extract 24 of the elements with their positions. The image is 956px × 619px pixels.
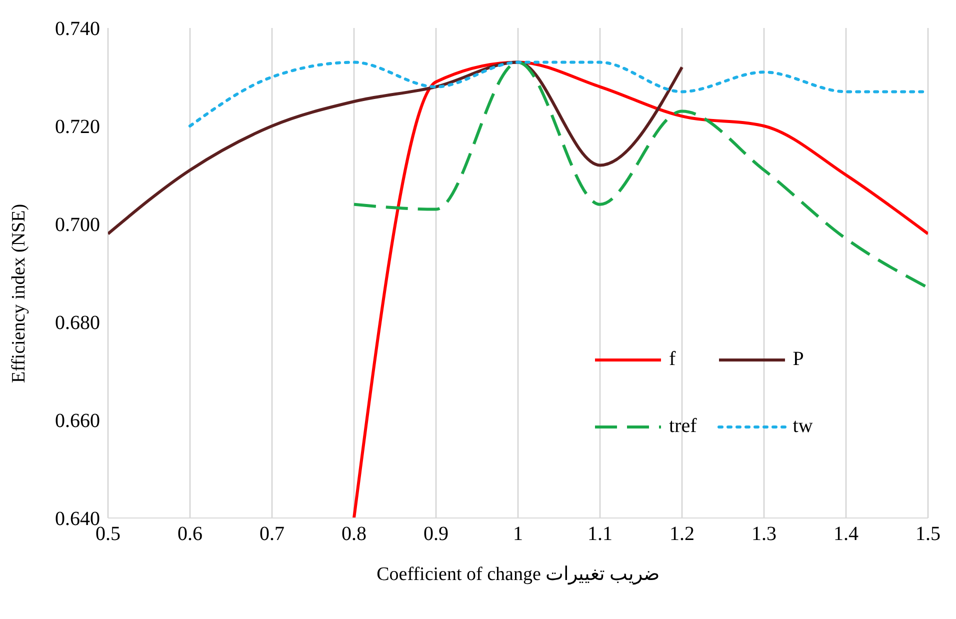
- y-axis-title: Efficiency index (NSE): [8, 204, 30, 383]
- legend-label: tw: [792, 415, 813, 438]
- legend-label: P: [792, 348, 804, 371]
- x-tick-label: 0.7: [260, 523, 284, 546]
- x-tick-label: 0.9: [424, 523, 448, 546]
- line-series: [108, 60, 684, 236]
- y-tick-label: 0.700: [55, 214, 100, 236]
- x-tick-label: 0.6: [178, 523, 202, 546]
- x-tick-label: 0.8: [342, 523, 366, 546]
- x-axis-title: Coefficient of change ضریب تغییرات: [376, 564, 660, 585]
- line-series: [352, 60, 928, 290]
- x-tick-label: 1.4: [834, 523, 858, 546]
- line-series: [352, 60, 928, 518]
- x-tick-label: 1.5: [916, 523, 940, 546]
- legend-label: tref: [669, 415, 697, 438]
- x-tick-label: 1.3: [752, 523, 776, 546]
- y-tick-label: 0.680: [55, 312, 100, 334]
- x-tick-label: 1.1: [588, 523, 612, 546]
- x-tick-label: 1: [513, 523, 523, 546]
- legend-label: f: [669, 348, 676, 371]
- x-tick-label: 1.2: [670, 523, 694, 546]
- y-tick-label: 0.660: [55, 410, 100, 432]
- y-tick-label: 0.740: [55, 18, 100, 40]
- y-tick-label: 0.720: [55, 116, 100, 138]
